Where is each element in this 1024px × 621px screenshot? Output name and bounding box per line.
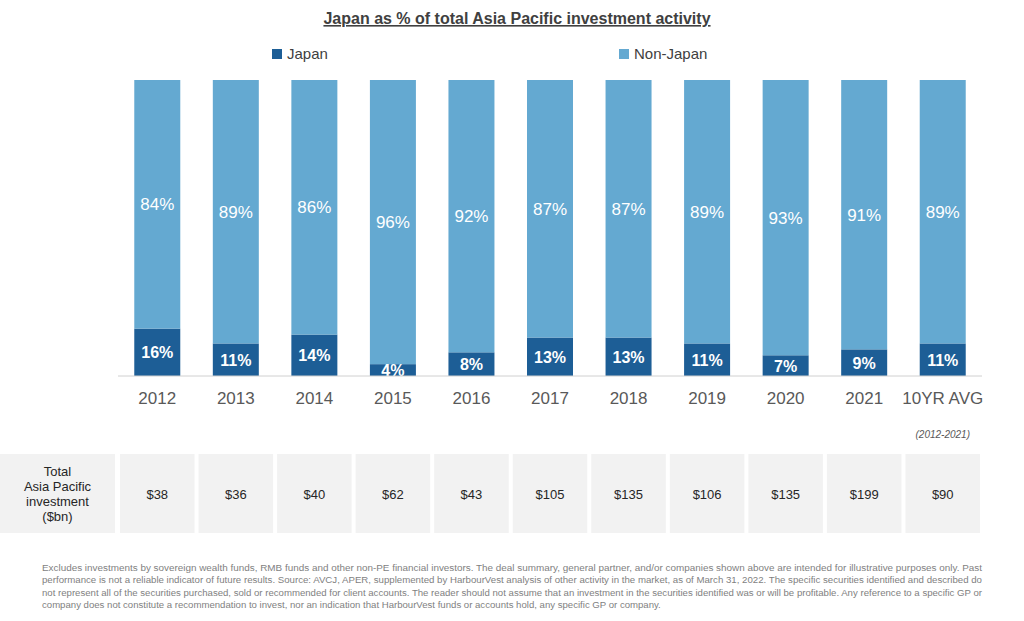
x-tick-label: 2012 xyxy=(138,389,176,408)
data-label: 87% xyxy=(533,200,567,219)
table-cell xyxy=(670,454,745,533)
table-row-label: Total xyxy=(44,464,72,479)
table-cell xyxy=(120,454,195,533)
data-label: 8% xyxy=(460,356,483,373)
data-label: 16% xyxy=(141,344,173,361)
table-row-label: Asia Pacific xyxy=(24,479,92,494)
data-label: 89% xyxy=(690,203,724,222)
data-label: 86% xyxy=(297,198,331,217)
data-label: 9% xyxy=(853,355,876,372)
table-cell xyxy=(905,454,980,533)
legend-swatch xyxy=(272,49,282,59)
table-value: $105 xyxy=(536,487,565,502)
data-label: 92% xyxy=(454,207,488,226)
x-axis-line xyxy=(118,376,982,377)
table-cell xyxy=(356,454,431,533)
data-label: 14% xyxy=(298,347,330,364)
bar-segment xyxy=(448,80,494,352)
data-label: 89% xyxy=(926,203,960,222)
x-tick-label: 2017 xyxy=(531,389,569,408)
bar-segment xyxy=(291,335,337,376)
bar-segment xyxy=(527,338,573,376)
bar-segment xyxy=(684,343,730,376)
table-header-cell xyxy=(0,454,115,533)
annotation: (2012-2021) xyxy=(915,429,969,440)
bar-segment xyxy=(763,80,809,355)
table-value: $135 xyxy=(771,487,800,502)
data-label: 11% xyxy=(692,352,723,369)
table-cell xyxy=(513,454,588,533)
x-tick-label: 2019 xyxy=(688,389,726,408)
table-value: $90 xyxy=(932,487,954,502)
table-cell xyxy=(827,454,902,533)
data-labels: 16% 11% 14% 4% 8% 13% 13% 11% 7% 9% 11% 84% 89% 86% 96… xyxy=(140,195,959,379)
x-tick-label: 2015 xyxy=(374,389,412,408)
legend-label: Non-Japan xyxy=(634,45,707,62)
bar-segment xyxy=(370,80,416,364)
table-value: $135 xyxy=(614,487,643,502)
bar-segment xyxy=(448,352,494,376)
data-label: 87% xyxy=(612,200,646,219)
bar-segment xyxy=(841,80,887,349)
bar-segment xyxy=(291,80,337,335)
footnote-line: Excludes investments by sovereign wealth… xyxy=(42,562,982,573)
data-label: 89% xyxy=(219,203,253,222)
table-value: $62 xyxy=(382,487,404,502)
footnote: Excludes investments by sovereign wealth… xyxy=(42,562,983,610)
bar-segment xyxy=(920,80,966,343)
table-value: $43 xyxy=(461,487,483,502)
x-tick-label: 2016 xyxy=(453,389,491,408)
table-row-label: ($bn) xyxy=(42,509,72,524)
x-tick-label: 2020 xyxy=(767,389,805,408)
chart-title: Japan as % of total Asia Pacific investm… xyxy=(323,10,710,27)
table-value: $36 xyxy=(225,487,247,502)
table-value: $38 xyxy=(146,487,168,502)
data-label: 96% xyxy=(376,213,410,232)
data-label: 7% xyxy=(774,358,797,375)
data-label: 93% xyxy=(769,209,803,228)
data-label: 84% xyxy=(140,195,174,214)
footnote-line: not represent all of the securities purc… xyxy=(42,587,983,598)
legend-label: Japan xyxy=(287,45,328,62)
table-cell xyxy=(434,454,509,533)
x-tick-label: 2013 xyxy=(217,389,255,408)
data-label: 11% xyxy=(927,352,958,369)
x-tick-label: 2021 xyxy=(845,389,883,408)
x-tick-label: 10YR AVG xyxy=(902,389,983,408)
bar-segment xyxy=(213,343,259,376)
table-cell xyxy=(199,454,274,533)
data-label: 4% xyxy=(381,362,404,379)
bar-segment xyxy=(527,80,573,338)
bars xyxy=(134,80,965,376)
data-label: 91% xyxy=(847,206,881,225)
bar-segment xyxy=(134,329,180,376)
data-label: 13% xyxy=(534,349,566,366)
chart-canvas: Japan as % of total Asia Pacific investm… xyxy=(0,0,1024,621)
bar-segment xyxy=(841,349,887,376)
legend-swatch xyxy=(619,49,629,59)
data-label: 13% xyxy=(613,349,645,366)
footnote-line: company does not constitute a recommenda… xyxy=(42,599,661,610)
bar-segment xyxy=(134,80,180,329)
legend-item: Non-Japan xyxy=(619,45,707,62)
table-cell xyxy=(591,454,666,533)
x-tick-label: 2018 xyxy=(610,389,648,408)
footnote-line: performance is not a reliable indicator … xyxy=(42,574,982,585)
legend-item: Japan xyxy=(272,45,328,62)
bar-segment xyxy=(763,355,809,376)
bar-segment xyxy=(606,338,652,376)
data-label: 11% xyxy=(220,352,251,369)
table: TotalAsia Pacificinvestment($bn) $38 $36 $4… xyxy=(0,454,980,533)
bar-segment xyxy=(920,343,966,376)
table-cell xyxy=(748,454,823,533)
table-value: $40 xyxy=(304,487,326,502)
table-value: $106 xyxy=(693,487,722,502)
bar-segment xyxy=(606,80,652,338)
table-value: $199 xyxy=(850,487,879,502)
table-cell xyxy=(277,454,352,533)
table-row-label: investment xyxy=(26,494,89,509)
bar-segment xyxy=(684,80,730,343)
x-tick-label: 2014 xyxy=(295,389,333,408)
bar-segment xyxy=(213,80,259,343)
